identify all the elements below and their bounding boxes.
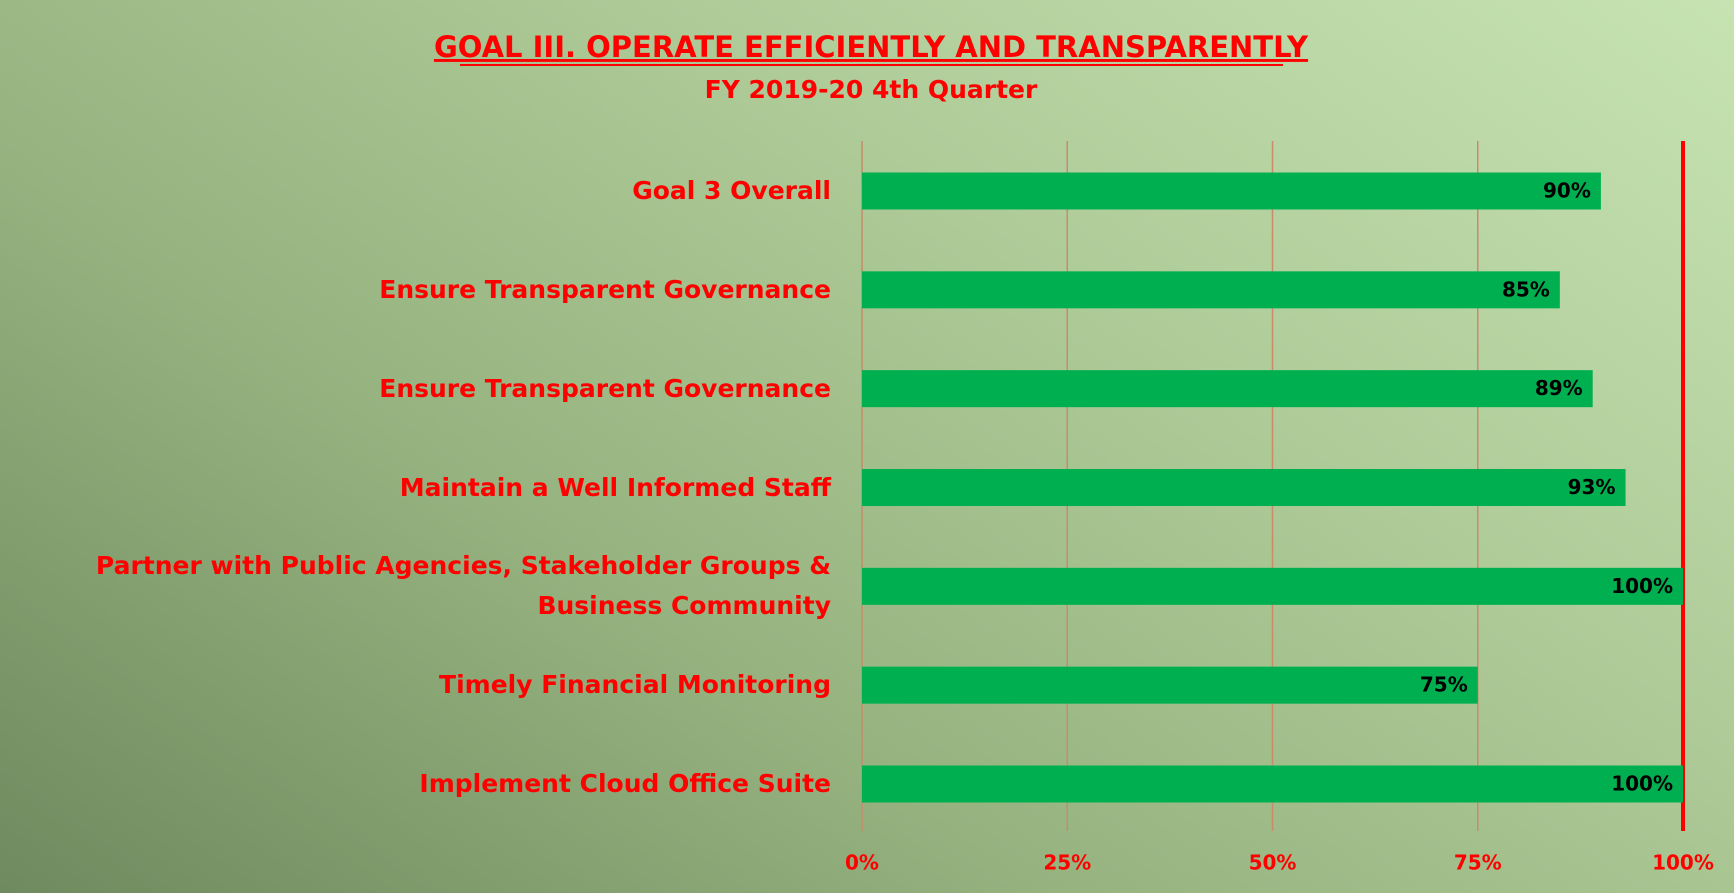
bar [862,469,1626,506]
x-tick-label: 50% [1249,851,1297,875]
chart-title: GOAL III. OPERATE EFFICIENTLY AND TRANSP… [434,30,1309,64]
category-label: Timely Financial Monitoring [439,670,831,700]
bar [862,765,1683,803]
bar [862,271,1560,309]
value-label: 85% [1502,277,1550,301]
category-label: Ensure Transparent Governance [379,274,831,304]
category-label: Maintain a Well Informed Staff [399,472,831,502]
x-tick-label: 25% [1043,851,1091,875]
value-label: 89% [1535,376,1583,400]
x-tick-label: 0% [845,851,879,875]
chart-subtitle: FY 2019-20 4th Quarter [705,75,1038,104]
category-label: Goal 3 Overall [632,176,831,205]
x-tick-label: 75% [1454,851,1502,875]
value-label: 100% [1611,574,1673,598]
category-label: Implement Cloud Office Suite [419,769,831,798]
bar [862,172,1601,210]
category-label: Partner with Public Agencies, Stakeholde… [95,551,831,621]
category-label: Ensure Transparent Governance [379,373,831,403]
value-label: 93% [1568,475,1616,499]
bar [862,567,1683,605]
value-label: 75% [1420,673,1468,697]
value-label: 90% [1543,179,1591,203]
bar [862,666,1478,704]
bar [862,370,1593,408]
value-label: 100% [1611,772,1673,796]
x-tick-label: 100% [1652,851,1714,875]
